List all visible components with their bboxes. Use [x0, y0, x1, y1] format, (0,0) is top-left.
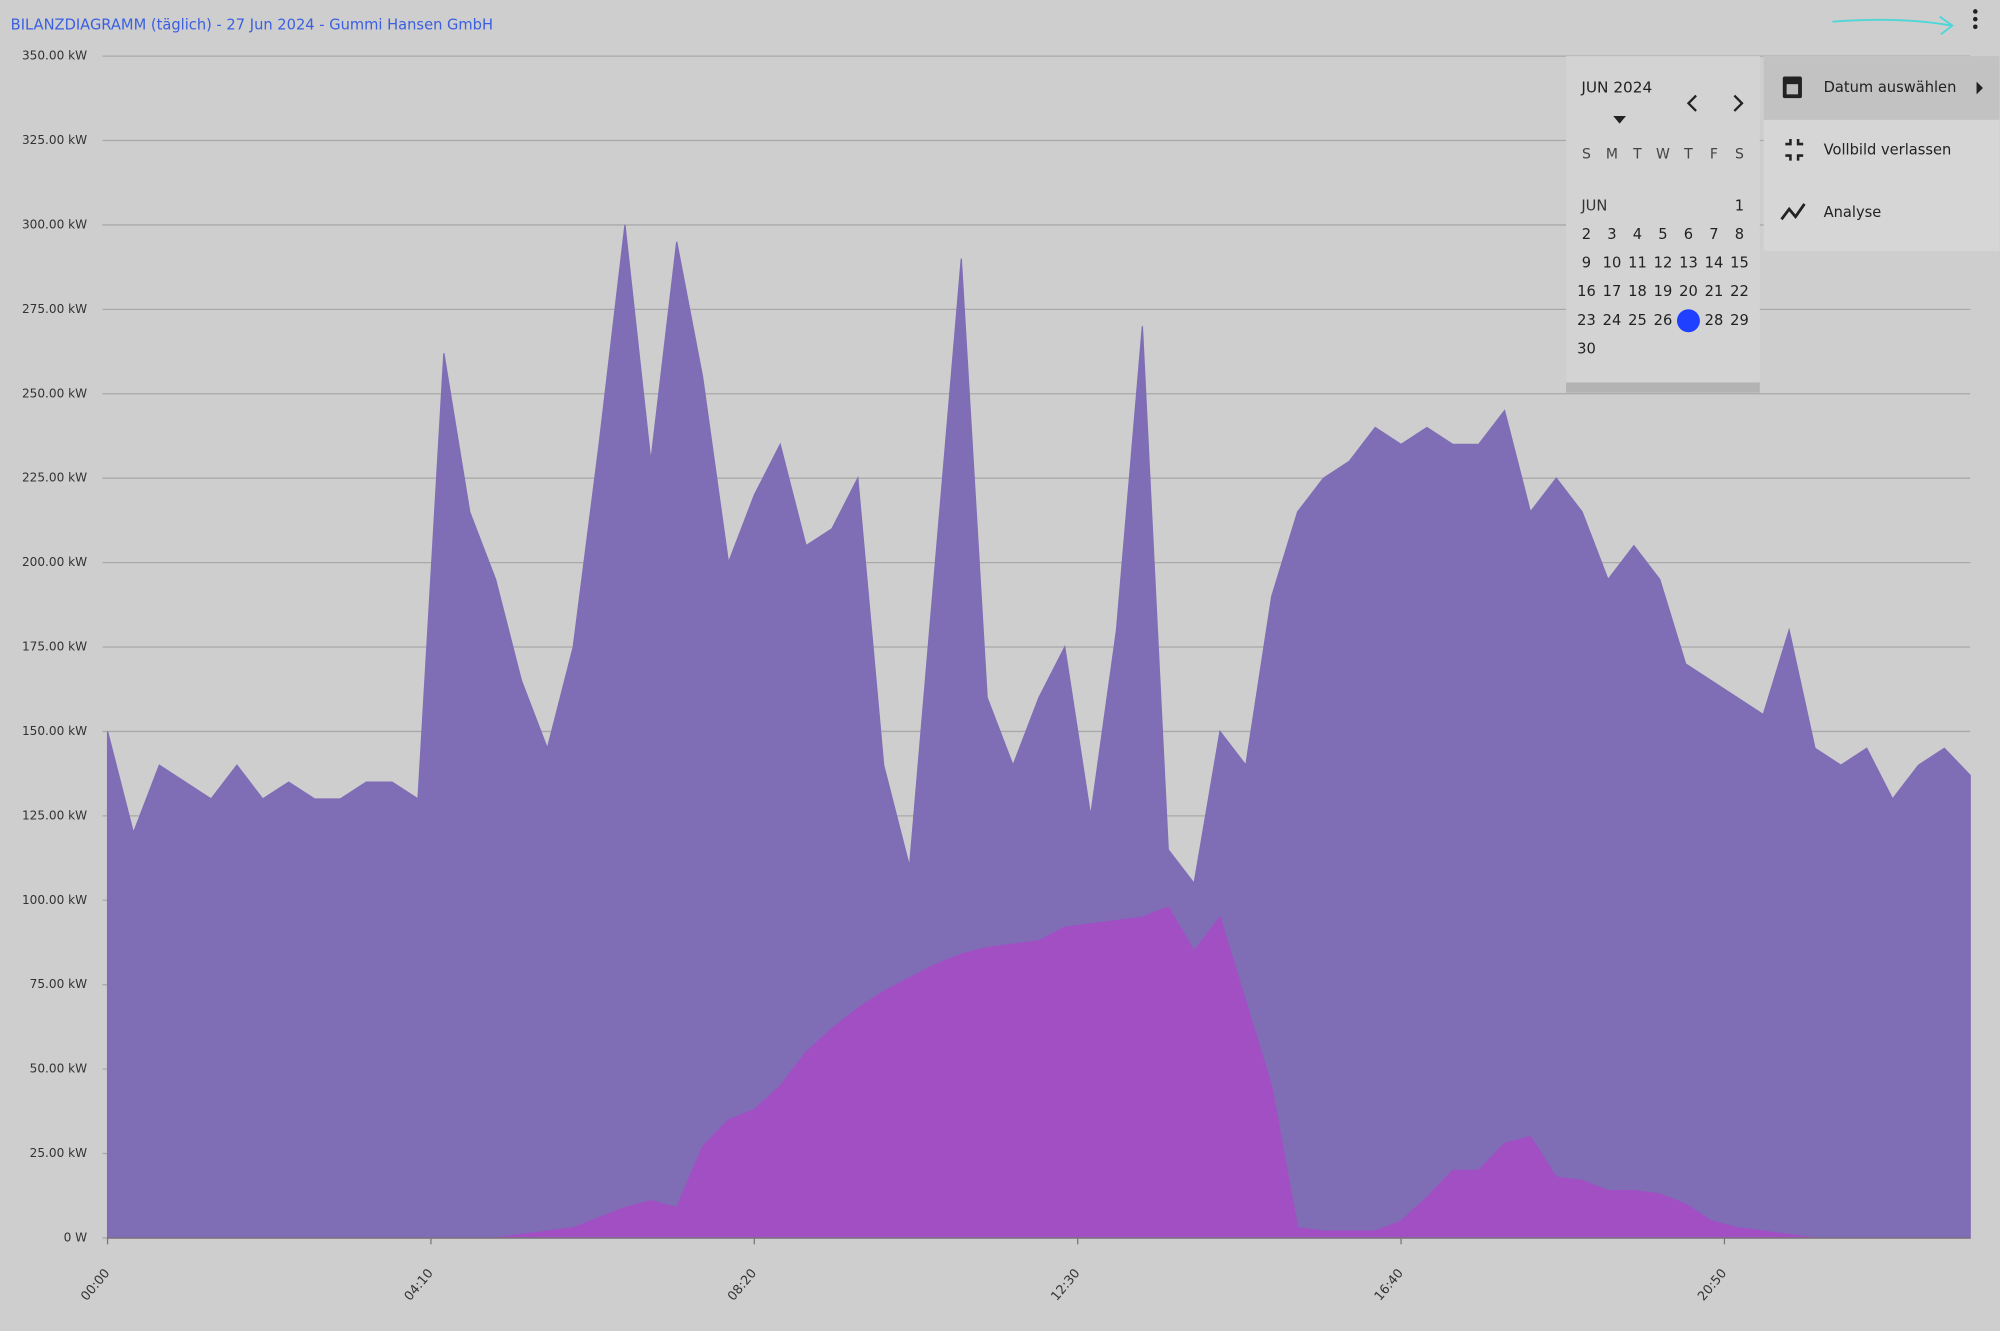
y-tick-label: 200.00 kW [22, 555, 87, 569]
calendar-day[interactable]: 6 [1684, 226, 1693, 243]
calendar-day[interactable]: 2 [1582, 226, 1591, 243]
weekday-label: F [1710, 146, 1718, 162]
y-tick-label: 250.00 kW [22, 386, 87, 400]
weekday-label: T [1632, 146, 1642, 162]
area-series [106, 224, 1971, 1239]
y-tick-label: 50.00 kW [30, 1062, 88, 1076]
calendar-month-short: JUN [1580, 198, 1607, 215]
calendar-footer [1566, 382, 1760, 393]
calendar-day[interactable]: 15 [1730, 255, 1749, 272]
calendar-day[interactable]: 26 [1654, 312, 1673, 329]
calendar-month[interactable]: JUN 2024 [1580, 78, 1652, 96]
y-tick-label: 125.00 kW [22, 808, 87, 822]
calendar-day[interactable]: 29 [1730, 312, 1749, 329]
month-dropdown[interactable] [1613, 116, 1626, 124]
weekday-label: M [1606, 146, 1618, 162]
calendar-day[interactable]: 14 [1705, 255, 1724, 272]
chart-title[interactable]: BILANZDIAGRAMM (täglich) - 27 Jun 2024 -… [11, 16, 493, 33]
y-tick-label: 75.00 kW [30, 977, 88, 991]
calendar-day[interactable]: 17 [1603, 283, 1622, 300]
calendar-day[interactable]: 8 [1735, 226, 1744, 243]
calendar-day[interactable]: 24 [1603, 312, 1622, 329]
calendar-day[interactable]: 11 [1628, 255, 1647, 272]
selected-day-marker [1676, 309, 1700, 333]
calendar-day[interactable]: 12 [1654, 255, 1673, 272]
next-month[interactable] [1733, 94, 1744, 112]
y-tick-label: 175.00 kW [22, 640, 87, 654]
calendar-day[interactable]: 13 [1679, 255, 1698, 272]
weekday-label: T [1683, 146, 1693, 162]
context-menu: Datum auswählen Vollbild verlassen Analyse [1763, 56, 2000, 252]
y-tick-label: 25.00 kW [30, 1146, 88, 1160]
weekday-label: S [1735, 146, 1744, 162]
calendar-day[interactable]: 10 [1603, 255, 1622, 272]
menu-item[interactable]: Vollbild verlassen [1824, 141, 1952, 158]
fullscreen-exit-icon [1785, 138, 1804, 161]
calendar-day[interactable]: 22 [1730, 283, 1749, 300]
calendar-day[interactable]: 21 [1705, 283, 1724, 300]
kebab-menu[interactable] [1973, 9, 1978, 30]
menu-item[interactable]: Datum auswählen [1824, 79, 1957, 96]
calendar-day[interactable]: 23 [1577, 312, 1596, 329]
annotation-arrow [1832, 15, 1954, 36]
calendar-day[interactable]: 28 [1705, 312, 1724, 329]
prev-month[interactable] [1686, 94, 1697, 112]
weekday-label: S [1582, 146, 1591, 162]
calendar-day[interactable]: 30 [1577, 340, 1596, 357]
calendar: JUN 2024 JUN S M T W T F S12 3 4 5 6 7 89 10 11 12 13 14 1… [1566, 56, 1760, 393]
chart: 0 W 25.00 kW 50.00 kW 75.00 kW 100.00 kW 125.… [22, 49, 1971, 1304]
calendar-day[interactable]: 18 [1628, 283, 1647, 300]
y-tick-label: 350.00 kW [22, 49, 87, 63]
calendar-day[interactable]: 1 [1735, 198, 1744, 215]
y-tick-label: 325.00 kW [22, 133, 87, 147]
calendar-icon [1782, 76, 1802, 99]
y-tick-label: 275.00 kW [22, 302, 87, 316]
y-tick-label: 150.00 kW [22, 724, 87, 738]
calendar-day[interactable]: 27 [1679, 312, 1698, 329]
calendar-day[interactable]: 4 [1633, 226, 1642, 243]
y-tick-label: 300.00 kW [22, 217, 87, 231]
weekday-label: W [1656, 146, 1670, 162]
y-tick-label: 100.00 kW [22, 893, 87, 907]
analysis-icon [1780, 203, 1806, 221]
submenu-arrow [1976, 81, 1983, 95]
y-tick-label: 0 W [64, 1230, 88, 1244]
calendar-day[interactable]: 19 [1654, 283, 1673, 300]
calendar-day[interactable]: 5 [1658, 226, 1667, 243]
calendar-day[interactable]: 25 [1628, 312, 1647, 329]
calendar-day[interactable]: 9 [1582, 255, 1591, 272]
calendar-day[interactable]: 7 [1709, 226, 1718, 243]
calendar-day[interactable]: 20 [1679, 283, 1698, 300]
menu-item[interactable]: Analyse [1824, 204, 1882, 221]
calendar-day[interactable]: 3 [1607, 226, 1616, 243]
calendar-panel [1566, 56, 1760, 393]
calendar-day[interactable]: 16 [1577, 283, 1596, 300]
menu-item-highlight [1763, 56, 2000, 120]
y-tick-label: 225.00 kW [22, 471, 87, 485]
